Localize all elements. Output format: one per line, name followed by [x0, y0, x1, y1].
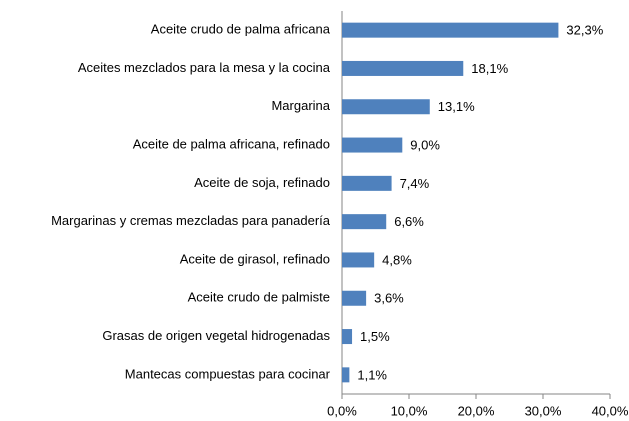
value-label: 32,3%: [566, 23, 603, 38]
y-tick-label: Grasas de origen vegetal hidrogenadas: [102, 328, 330, 343]
bar: [342, 214, 387, 230]
x-tick-label: 30,0%: [525, 403, 562, 418]
value-label: 9,0%: [410, 137, 440, 152]
bar: [342, 99, 430, 115]
value-label: 4,8%: [382, 252, 412, 267]
y-tick-label: Aceite de girasol, refinado: [180, 251, 330, 266]
bar: [342, 252, 375, 268]
x-tick-label: 40,0%: [592, 403, 629, 418]
bar: [342, 137, 403, 153]
y-tick-label: Aceite crudo de palmiste: [188, 290, 330, 305]
y-tick-label: Aceite de palma africana, refinado: [133, 136, 330, 151]
bar: [342, 175, 392, 191]
x-tick-label: 20,0%: [458, 403, 495, 418]
bar: [342, 60, 464, 76]
y-tick-label: Aceite crudo de palma africana: [151, 22, 331, 37]
value-label: 3,6%: [374, 291, 404, 306]
y-tick-label: Margarinas y cremas mezcladas para panad…: [51, 213, 331, 228]
value-label: 1,5%: [360, 329, 390, 344]
y-tick-label: Aceites mezclados para la mesa y la coci…: [78, 60, 331, 75]
value-label: 1,1%: [357, 367, 387, 382]
value-label: 18,1%: [471, 61, 508, 76]
bar: [342, 329, 353, 345]
bar: [342, 290, 367, 306]
value-label: 6,6%: [394, 214, 424, 229]
value-label: 7,4%: [400, 176, 430, 191]
y-tick-label: Margarina: [271, 98, 330, 113]
bar: [342, 367, 350, 383]
x-tick-label: 0,0%: [327, 403, 357, 418]
bar: [342, 22, 559, 38]
value-label: 13,1%: [438, 99, 475, 114]
y-tick-label: Aceite de soja, refinado: [194, 175, 330, 190]
x-tick-label: 10,0%: [391, 403, 428, 418]
y-tick-label: Mantecas compuestas para cocinar: [125, 366, 331, 381]
